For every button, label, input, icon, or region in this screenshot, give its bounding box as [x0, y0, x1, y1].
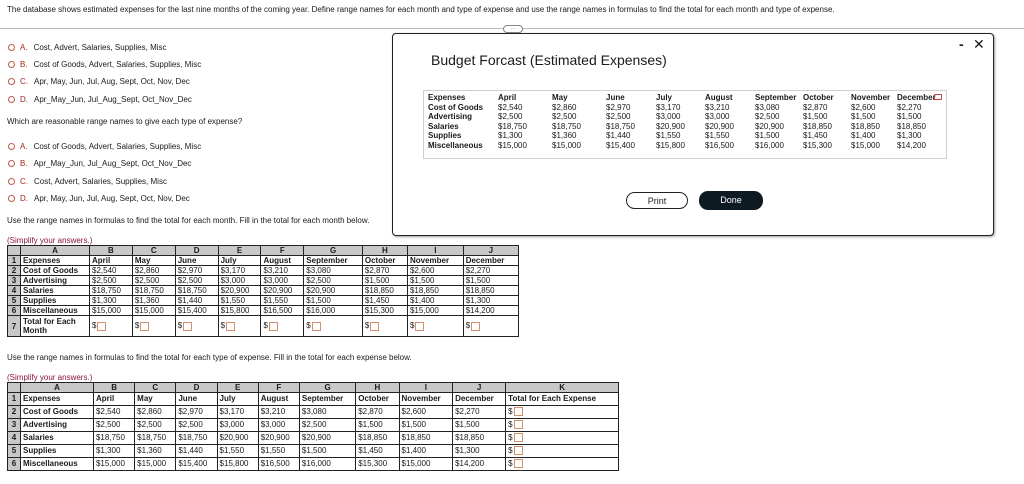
resize-handle[interactable]: … [503, 25, 523, 33]
question-2-text: Which are reasonable range names to give… [7, 117, 243, 126]
section1-instruction: Use the range names in formulas to find … [7, 216, 370, 225]
october-total-input[interactable] [370, 321, 380, 331]
copy-to-clipboard-icon[interactable] [934, 94, 942, 100]
col-header: F [260, 245, 305, 256]
table-row: 1 Expenses April May June July August Septembe… [7, 255, 520, 266]
december-total-input[interactable] [471, 321, 481, 331]
expense-data-table: Expenses April May June July August September O… [423, 90, 947, 159]
miscellaneous-total-input[interactable] [513, 459, 523, 469]
q2-option-d[interactable]: D. Apr, May, Jun, Jul, Aug, Sept, Oct, No… [8, 194, 190, 203]
radio-icon[interactable] [8, 61, 15, 68]
table-row: 2 Cost of Goods $2,540 $2,860 $2,970 $3,170 $… [7, 405, 619, 419]
col-header: D [174, 245, 219, 256]
may-total-input[interactable] [140, 321, 150, 331]
table-row: 5 Supplies $1,300 $1,360 $1,440 $1,550 $1,550… [7, 295, 520, 306]
table-row: Advertising $2,500 $2,500 $2,500 $3,000 $3,00… [428, 112, 922, 121]
radio-icon[interactable] [8, 143, 15, 150]
q2-option-c[interactable]: C. Cost, Advert, Salaries, Supplies, Misc [8, 177, 167, 186]
salaries-total-input[interactable] [513, 433, 523, 443]
col-header: C [131, 245, 176, 256]
col-header: C [134, 382, 177, 393]
table-row: Miscellaneous $15,000 $15,000 $15,400 $15,80… [428, 140, 926, 150]
supplies-total-input[interactable] [513, 446, 523, 456]
august-total-input[interactable] [268, 321, 278, 331]
table-row: 4 Salaries $18,750 $18,750 $18,750 $20,900 $2… [7, 431, 619, 445]
table-row: 1 Expenses April May June July August Septembe… [7, 392, 619, 406]
col-header: K [505, 382, 619, 393]
section1-simplify-note: (Simplify your answers.) [7, 236, 93, 245]
section2-simplify-note: (Simplify your answers.) [7, 373, 93, 382]
q2-option-a[interactable]: A. Cost of Goods, Advert, Salaries, Suppl… [8, 142, 201, 151]
total-row: 7 Total for Each Month $ $ $ $ $ $ $ $ $ [7, 315, 520, 337]
q2-option-b[interactable]: B. Apr_May_Jun, Jul_Aug_Sept, Oct_Nov_Dec [8, 159, 191, 168]
col-header: A [20, 382, 94, 393]
november-total-input[interactable] [415, 321, 425, 331]
radio-icon[interactable] [8, 96, 15, 103]
table-row: Supplies $1,300 $1,360 $1,440 $1,550 $1,550 $1… [428, 131, 922, 140]
col-header: B [89, 245, 133, 256]
radio-icon[interactable] [8, 44, 15, 51]
close-icon[interactable]: ✕ [973, 36, 985, 52]
q1-option-d[interactable]: D. Apr_May_Jun, Jul_Aug_Sept, Oct_Nov_Dec [8, 95, 192, 104]
cost-of-goods-total-input[interactable] [513, 407, 523, 417]
col-header: I [398, 382, 454, 393]
done-button[interactable]: Done [699, 191, 763, 210]
col-header: D [175, 382, 218, 393]
col-header: B [92, 382, 136, 393]
col-header: E [216, 382, 259, 393]
col-header: E [217, 245, 262, 256]
col-header: G [303, 245, 363, 256]
table-row: Expenses April May June July August September O… [428, 93, 936, 102]
col-header: J [452, 382, 507, 393]
expense-total-sheet: A B C D E F G H I J K 1 Expenses April May… [7, 382, 619, 471]
q1-option-c[interactable]: C. Apr, May, Jun, Jul, Aug, Sept, Oct, No… [8, 77, 190, 86]
july-total-input[interactable] [226, 321, 236, 331]
table-row: 6 Miscellaneous $15,000 $15,000 $15,400 $15,… [7, 305, 520, 316]
print-button[interactable]: Print [626, 192, 688, 209]
april-total-input[interactable] [97, 321, 107, 331]
budget-forecast-dialog: Budget Forcast (Estimated Expenses) - ✕ … [392, 33, 994, 236]
monthly-total-sheet: A B C D E F G H I J 1 Expenses April May Ju… [7, 245, 520, 337]
problem-statement: The database shows estimated expenses fo… [7, 5, 835, 14]
june-total-input[interactable] [183, 321, 193, 331]
col-header: H [361, 245, 408, 256]
table-row: 5 Supplies $1,300 $1,360 $1,440 $1,550 $1,550… [7, 444, 619, 458]
radio-icon[interactable] [8, 160, 15, 167]
q1-option-b[interactable]: B. Cost of Goods, Advert, Salaries, Suppl… [8, 60, 201, 69]
col-header: H [355, 382, 400, 393]
radio-icon[interactable] [8, 178, 15, 185]
q1-option-a[interactable]: A. Cost, Advert, Salaries, Supplies, Misc [8, 43, 167, 52]
col-header: A [20, 245, 90, 256]
col-header: J [462, 245, 520, 256]
table-row: 4 Salaries $18,750 $18,750 $18,750 $20,900 $2… [7, 285, 520, 296]
col-header: F [257, 382, 300, 393]
col-header: G [298, 382, 357, 393]
table-row: 3 Advertising $2,500 $2,500 $2,500 $3,000 $3,… [7, 418, 619, 432]
advertising-total-input[interactable] [513, 420, 523, 430]
table-row: 2 Cost of Goods $2,540 $2,860 $2,970 $3,170 $… [7, 265, 520, 276]
col-header: I [406, 245, 464, 256]
radio-icon[interactable] [8, 195, 15, 202]
radio-icon[interactable] [8, 78, 15, 85]
dialog-title: Budget Forcast (Estimated Expenses) [431, 52, 667, 68]
september-total-input[interactable] [311, 321, 321, 331]
table-row: Cost of Goods $2,540 $2,860 $2,970 $3,170 $3,… [428, 102, 922, 112]
minimize-icon[interactable]: - [959, 36, 964, 52]
table-row: 3 Advertising $2,500 $2,500 $2,500 $3,000 $3,… [7, 275, 520, 286]
table-row: Salaries $18,750 $18,750 $18,750 $20,900 $20,… [428, 121, 926, 131]
section2-instruction: Use the range names in formulas to find … [7, 353, 412, 362]
table-row: 6 Miscellaneous $15,000 $15,000 $15,400 $15,… [7, 457, 619, 471]
